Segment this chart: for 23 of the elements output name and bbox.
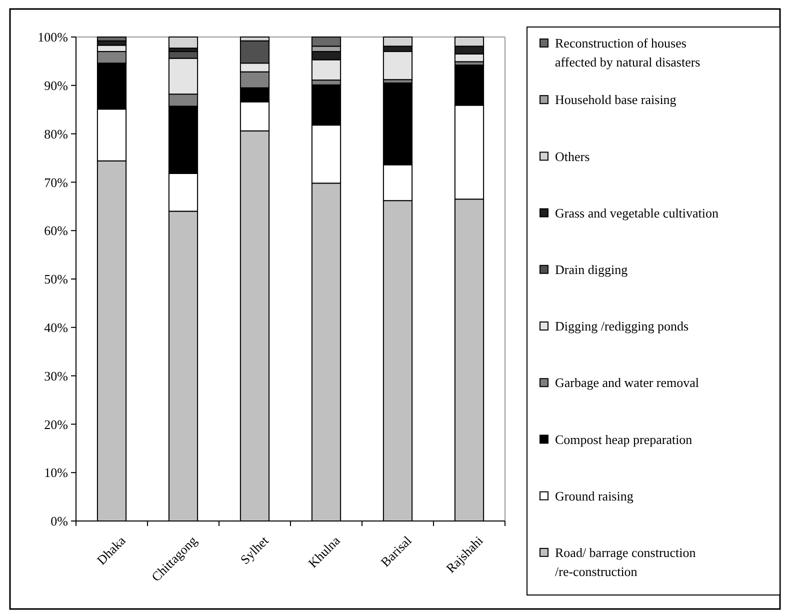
legend-label: Reconstruction of houses affected by natural disasters <box>555 36 700 70</box>
y-tick-label: 70% <box>44 174 68 190</box>
legend-label: Road/ barrage construction /re-construction <box>555 544 696 579</box>
y-tick-label: 10% <box>44 465 68 480</box>
y-tick-label: 30% <box>44 368 68 384</box>
y-tick-label: 60% <box>44 223 68 238</box>
legend-label: Others <box>555 148 590 164</box>
y-tick-label: 40% <box>44 320 68 335</box>
legend-label: Digging /redigging ponds <box>555 318 689 334</box>
y-tick-label: 80% <box>44 126 68 142</box>
legend-label: Compost heap preparation <box>555 432 693 447</box>
legend-label: Garbage and water removal <box>555 375 700 390</box>
bar <box>168 36 198 49</box>
y-tick-label: 20% <box>44 416 68 432</box>
legend-label: Drain digging <box>555 262 628 277</box>
legend-label: Household base raising <box>555 92 677 108</box>
y-tick-label: 90% <box>44 78 68 93</box>
y-tick-label: 0% <box>50 514 68 529</box>
y-tick-label: 100% <box>38 30 68 45</box>
legend-label: Ground raising <box>555 488 634 504</box>
legend-label: Grass and vegetable cultivation <box>555 205 720 220</box>
bar <box>96 36 127 42</box>
y-tick-label: 50% <box>44 272 68 287</box>
